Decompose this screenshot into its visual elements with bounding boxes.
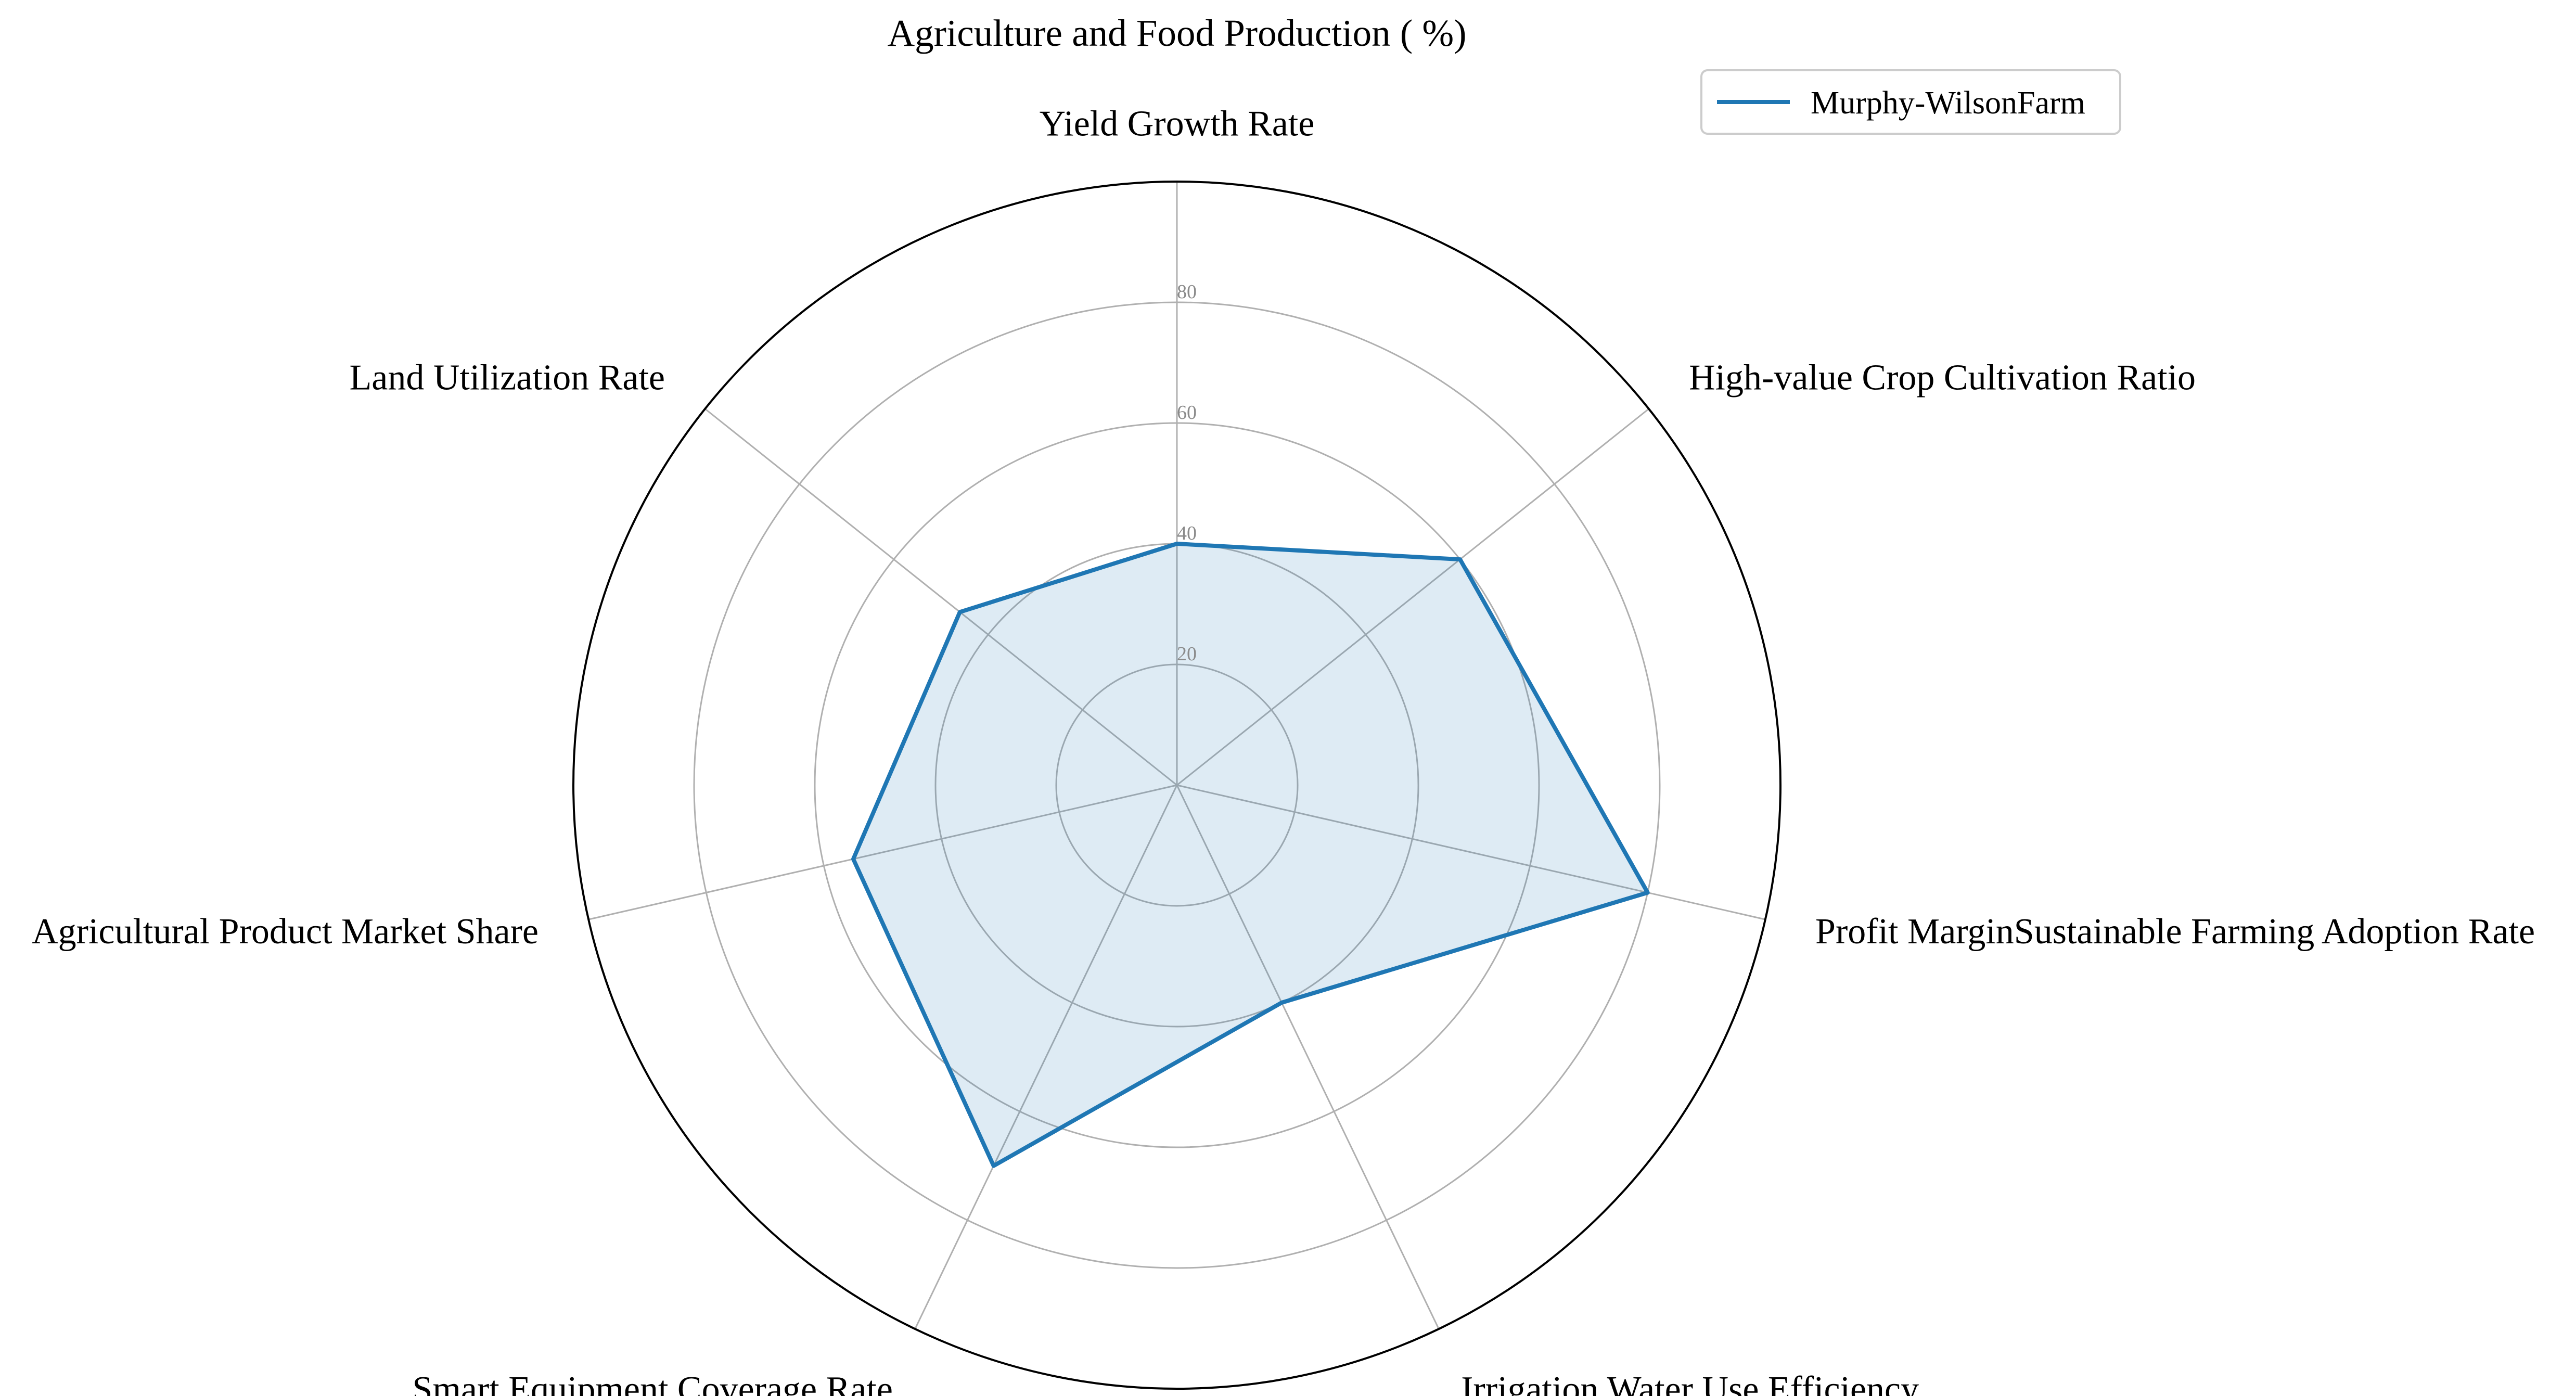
axis-label-5: Agricultural Product Market Share (32, 912, 539, 952)
series-point-0-6 (959, 611, 960, 613)
axis-label-4: Smart Equipment Coverage Rate (413, 1369, 893, 1396)
series-point-0-5 (852, 858, 854, 860)
spoke-2 (1176, 784, 1766, 920)
spoke-3 (1176, 785, 1440, 1329)
chart-title: Agriculture and Food Production ( %) (887, 12, 1466, 54)
spoke-5 (588, 784, 1177, 920)
r-tick-label-40: 40 (1177, 522, 1197, 544)
axis-label-0: Yield Growth Rate (1040, 104, 1315, 144)
axis-label-layer: Yield Growth Rate High-value Crop Cultiva… (32, 104, 2535, 1396)
series-point-0-0 (1176, 543, 1177, 544)
spoke-1 (1176, 408, 1649, 786)
series-fill-0 (853, 544, 1648, 1166)
r-tick-label-60: 60 (1177, 402, 1197, 424)
tick-label-layer: 20 40 60 80 (1177, 281, 1197, 665)
spoke-6 (704, 408, 1177, 786)
legend-entry-murphy-wilsonfarm: Murphy-WilsonFarm (1811, 85, 2085, 121)
outer-frame (572, 181, 1782, 1390)
series-layer (851, 542, 1650, 1168)
legend-frame (1700, 69, 2121, 135)
axis-label-1: High-value Crop Cultivation Ratio (1689, 357, 2196, 398)
series-point-0-4 (993, 1165, 994, 1167)
axis-label-6: Land Utilization Rate (350, 357, 665, 398)
grid-layer (572, 181, 1782, 1390)
spoke-4 (914, 785, 1178, 1329)
series-point-0-2 (1647, 892, 1648, 893)
r-tick-label-80: 80 (1177, 281, 1197, 303)
legend: Murphy-WilsonFarm (1700, 69, 2121, 135)
series-point-0-1 (1459, 559, 1461, 560)
axis-label-3: Irrigation Water Use Efficiency (1461, 1369, 1919, 1396)
series-line-0 (851, 542, 1650, 1168)
r-tick-label-20: 20 (1177, 643, 1197, 665)
series-point-0-3 (1281, 1002, 1283, 1004)
axis-label-2: Profit MarginSustainable Farming Adoptio… (1815, 912, 2535, 952)
